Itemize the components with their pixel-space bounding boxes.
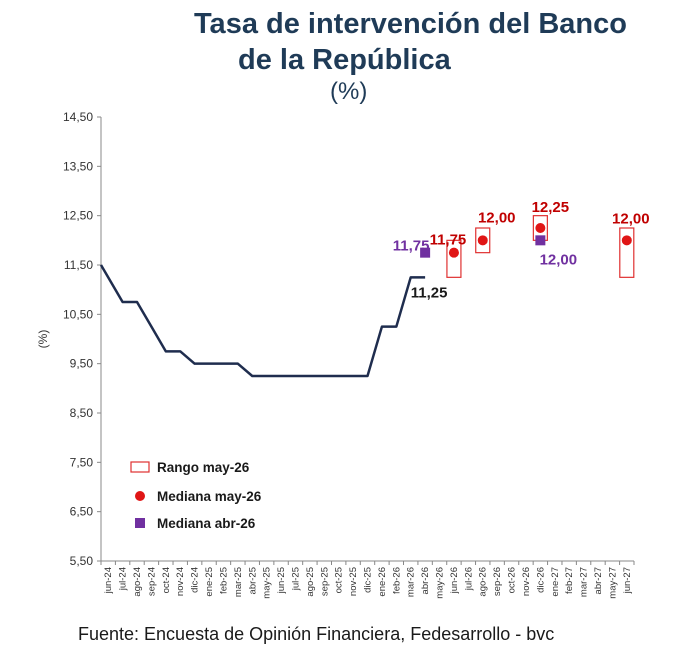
x-tick-label: ago-25 (305, 567, 316, 597)
y-tick-label: 10,50 (63, 307, 93, 321)
x-tick-label: jul-24 (118, 567, 129, 591)
x-tick-label: oct-25 (334, 567, 345, 593)
median-may26-label: 12,00 (612, 210, 650, 227)
y-tick-label: 14,50 (63, 110, 93, 124)
x-tick-label: oct-26 (507, 567, 518, 593)
x-tick-label: nov-26 (521, 567, 532, 596)
y-tick-label: 12,50 (63, 209, 93, 223)
x-tick-label: sep-24 (146, 567, 157, 596)
x-tick-label: feb-27 (564, 567, 575, 594)
x-tick-label: abr-27 (593, 567, 604, 594)
x-tick-label: ene-25 (204, 567, 215, 597)
x-tick-label: nov-25 (348, 567, 359, 596)
x-tick-label: may-27 (607, 567, 618, 599)
x-tick-label: feb-25 (218, 567, 229, 594)
median-may26-label: 11,75 (430, 232, 467, 249)
x-tick-label: nov-24 (175, 567, 186, 596)
median-may26-point (535, 223, 546, 233)
range-may26-box (619, 227, 635, 278)
x-tick-label: ene-26 (377, 567, 388, 597)
range-may26-box (475, 227, 491, 254)
chart-title-line2: de la República (238, 44, 451, 76)
y-tick-label: 11,50 (64, 258, 93, 272)
median-may26-point (621, 235, 632, 246)
x-tick-label: sep-25 (319, 567, 330, 596)
x-tick-label: ene-27 (550, 567, 561, 597)
median-abr26-label: 11,75 (393, 238, 430, 255)
x-tick-label: mar-26 (406, 567, 417, 597)
y-tick-label: 7,50 (70, 455, 94, 469)
median-may26-label: 12,00 (478, 209, 516, 226)
y-axis-label: (%) (36, 330, 50, 349)
y-tick-label: 9,50 (70, 357, 94, 371)
x-tick-label: mar-27 (579, 567, 590, 597)
x-tick-label: may-25 (262, 567, 273, 599)
x-tick-label: abr-25 (247, 567, 258, 594)
median-abr26-point (535, 235, 546, 246)
legend-median-may26-swatch (135, 491, 145, 501)
x-tick-label: dic-24 (190, 567, 201, 593)
x-tick-label: oct-24 (161, 567, 172, 593)
y-tick-label: 5,50 (70, 554, 94, 568)
historical-end-label: 11,25 (411, 284, 448, 301)
y-tick-label: 6,50 (70, 505, 94, 519)
chart-canvas: 5,50 6,50 7,50 8,50 9,50 10,50 11,50 12,50 13,50… (36, 110, 650, 599)
range-may26-box (446, 239, 462, 278)
x-tick-label: jun-25 (276, 567, 287, 594)
source-footer: Fuente: Encuesta de Opinión Financiera, … (78, 624, 555, 644)
x-tick-label: jul-25 (290, 567, 301, 591)
median-abr26-label: 12,00 (540, 251, 578, 268)
x-tick-label: abr-26 (420, 567, 431, 594)
chart-unit-label: (%) (330, 78, 368, 105)
x-tick-label: mar-25 (233, 567, 244, 597)
legend-range-swatch (130, 461, 150, 473)
x-tick-label: feb-26 (391, 567, 402, 594)
x-tick-label: ago-24 (132, 567, 143, 597)
x-tick-label: dic-25 (363, 567, 374, 593)
legend-median-may26-label: Mediana may-26 (157, 489, 262, 504)
x-tick-label: sep-26 (492, 567, 503, 596)
legend-range-label: Rango may-26 (157, 460, 250, 475)
y-tick-label: 13,50 (63, 159, 93, 173)
x-tick-label: may-26 (435, 567, 446, 599)
x-tick-label: jul-26 (463, 567, 474, 591)
legend-median-abr26-label: Mediana abr-26 (157, 516, 256, 531)
x-tick-label: jun-24 (103, 567, 114, 594)
median-may26-point (477, 235, 488, 246)
x-tick-label: jun-26 (449, 567, 460, 594)
median-abr26-point (420, 247, 431, 258)
chart-title-line1: Tasa de intervención del Banco (194, 8, 627, 40)
legend-median-abr26-swatch (135, 518, 145, 528)
x-tick-label: ago-26 (478, 567, 489, 597)
median-may26-point (448, 247, 459, 258)
y-tick-label: 8,50 (70, 406, 94, 420)
median-may26-label: 12,25 (532, 199, 570, 216)
x-tick-label: dic-26 (535, 567, 546, 593)
x-tick-label: jun-27 (622, 567, 633, 594)
historical-rate-line (99, 264, 426, 378)
